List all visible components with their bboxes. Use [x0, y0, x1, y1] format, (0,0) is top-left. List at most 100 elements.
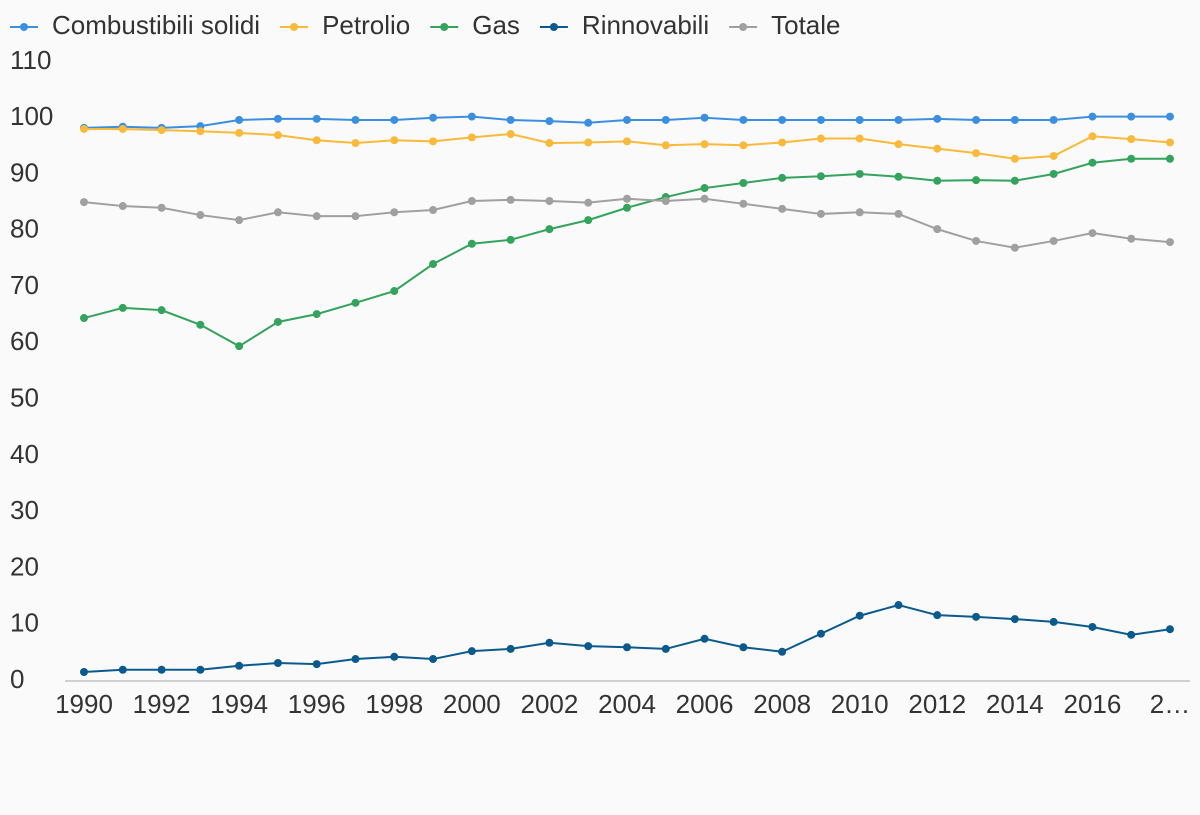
data-point — [972, 612, 981, 621]
data-point — [739, 141, 748, 150]
legend-marker — [440, 23, 449, 31]
x-tick-label: 1998 — [365, 689, 423, 719]
y-tick-label: 40 — [10, 439, 39, 469]
data-point — [429, 205, 438, 214]
legend-marker — [20, 23, 28, 31]
data-point — [855, 134, 864, 143]
legend-label: Totale — [771, 10, 840, 40]
data-point — [80, 198, 88, 207]
data-point — [816, 209, 825, 218]
data-point — [1127, 112, 1136, 121]
data-point — [1166, 154, 1174, 163]
data-point — [933, 225, 942, 234]
data-point — [80, 124, 88, 133]
data-point — [506, 115, 515, 124]
data-point — [429, 137, 438, 146]
data-point — [972, 176, 981, 185]
data-point — [157, 126, 166, 135]
data-point — [1010, 176, 1019, 185]
data-point — [1049, 115, 1058, 124]
y-tick-label: 50 — [10, 383, 39, 413]
data-point — [273, 317, 282, 326]
data-point — [390, 652, 399, 661]
data-point — [429, 260, 438, 269]
data-point — [545, 196, 554, 205]
data-point — [351, 212, 360, 221]
data-point — [700, 194, 709, 203]
data-point — [118, 303, 127, 312]
data-point — [623, 643, 631, 652]
x-tick-label: 2004 — [598, 689, 656, 719]
data-point — [80, 314, 88, 323]
data-point — [467, 133, 476, 142]
data-point — [429, 655, 438, 664]
data-point — [661, 115, 670, 124]
y-tick-label: 100 — [10, 101, 53, 131]
data-point — [661, 196, 670, 205]
data-point — [467, 112, 476, 121]
data-point — [157, 665, 166, 674]
data-point — [1010, 243, 1019, 252]
legend-item: Petrolio — [280, 10, 410, 40]
data-point — [1049, 617, 1058, 626]
x-tick-label: 2016 — [1064, 689, 1122, 719]
legend-marker — [549, 23, 558, 31]
data-point — [661, 141, 670, 150]
data-point — [661, 644, 670, 653]
x-tick-label: 1992 — [133, 689, 191, 719]
data-point — [467, 647, 476, 656]
data-point — [972, 236, 981, 245]
x-tick-label: 2012 — [908, 689, 966, 719]
data-point — [235, 661, 244, 670]
data-point — [1127, 630, 1136, 639]
data-point — [506, 235, 515, 244]
data-point — [894, 601, 903, 610]
data-point — [1127, 154, 1136, 163]
data-point — [623, 203, 631, 212]
data-point — [933, 114, 942, 123]
data-point — [1049, 236, 1058, 245]
y-tick-label: 0 — [10, 664, 24, 694]
data-point — [739, 643, 748, 652]
data-point — [1166, 138, 1174, 147]
x-tick-label: 2014 — [986, 689, 1044, 719]
data-point — [1166, 625, 1174, 634]
data-point — [118, 124, 127, 133]
data-point — [506, 644, 515, 653]
data-point — [584, 198, 593, 207]
legend-label: Rinnovabili — [582, 10, 709, 40]
data-point — [429, 113, 438, 122]
data-point — [623, 137, 631, 146]
y-tick-label: 30 — [10, 495, 39, 525]
data-point — [1088, 158, 1097, 167]
data-point — [1166, 238, 1174, 247]
data-point — [1127, 234, 1136, 243]
data-point — [157, 306, 166, 315]
data-point — [467, 239, 476, 248]
data-point — [700, 113, 709, 122]
data-point — [778, 647, 787, 656]
y-tick-label: 90 — [10, 157, 39, 187]
x-tick-label: 2… — [1150, 689, 1190, 719]
data-point — [1049, 151, 1058, 160]
data-point — [700, 140, 709, 149]
data-point — [467, 196, 476, 205]
data-point — [1088, 229, 1097, 238]
data-point — [855, 208, 864, 217]
legend-label: Gas — [472, 10, 520, 40]
data-point — [623, 194, 631, 203]
data-point — [351, 115, 360, 124]
data-point — [778, 204, 787, 213]
data-point — [1088, 622, 1097, 631]
x-tick-label: 1990 — [55, 689, 113, 719]
data-point — [700, 634, 709, 643]
data-point — [196, 127, 205, 136]
legend-marker — [739, 23, 748, 31]
data-point — [196, 320, 205, 329]
data-point — [816, 134, 825, 143]
x-tick-label: 2008 — [753, 689, 811, 719]
data-point — [972, 115, 981, 124]
legend-marker — [290, 23, 299, 31]
